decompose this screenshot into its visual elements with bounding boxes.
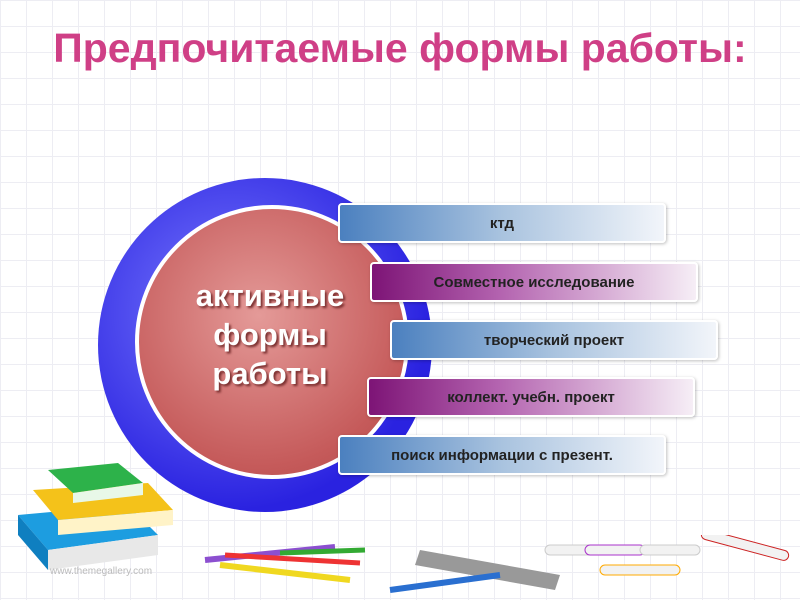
item-label: поиск информации с презент. xyxy=(391,446,613,464)
item-label: коллект. учебн. проект xyxy=(447,388,615,406)
item-bar-collective-project: коллект. учебн. проект xyxy=(367,377,695,417)
item-label: творческий проект xyxy=(483,331,625,349)
stationery-illustration xyxy=(204,535,790,593)
center-circle xyxy=(135,205,409,479)
item-bar-ktd: ктд xyxy=(338,203,666,243)
center-label: активные формы работы xyxy=(195,278,345,391)
item-bar-info-search: поиск информации с презент. xyxy=(338,435,666,475)
item-bar-creative-project: творческий проект xyxy=(390,320,718,360)
watermark: www.themegallery.com xyxy=(50,566,153,577)
books-illustration xyxy=(18,463,173,570)
item-label: Совместное исследование xyxy=(433,273,635,291)
slide-title: Предпочитаемые формы работы: xyxy=(53,25,747,71)
item-bar-joint-research: Совместное исследование xyxy=(370,262,698,302)
item-label: ктд xyxy=(489,214,515,232)
